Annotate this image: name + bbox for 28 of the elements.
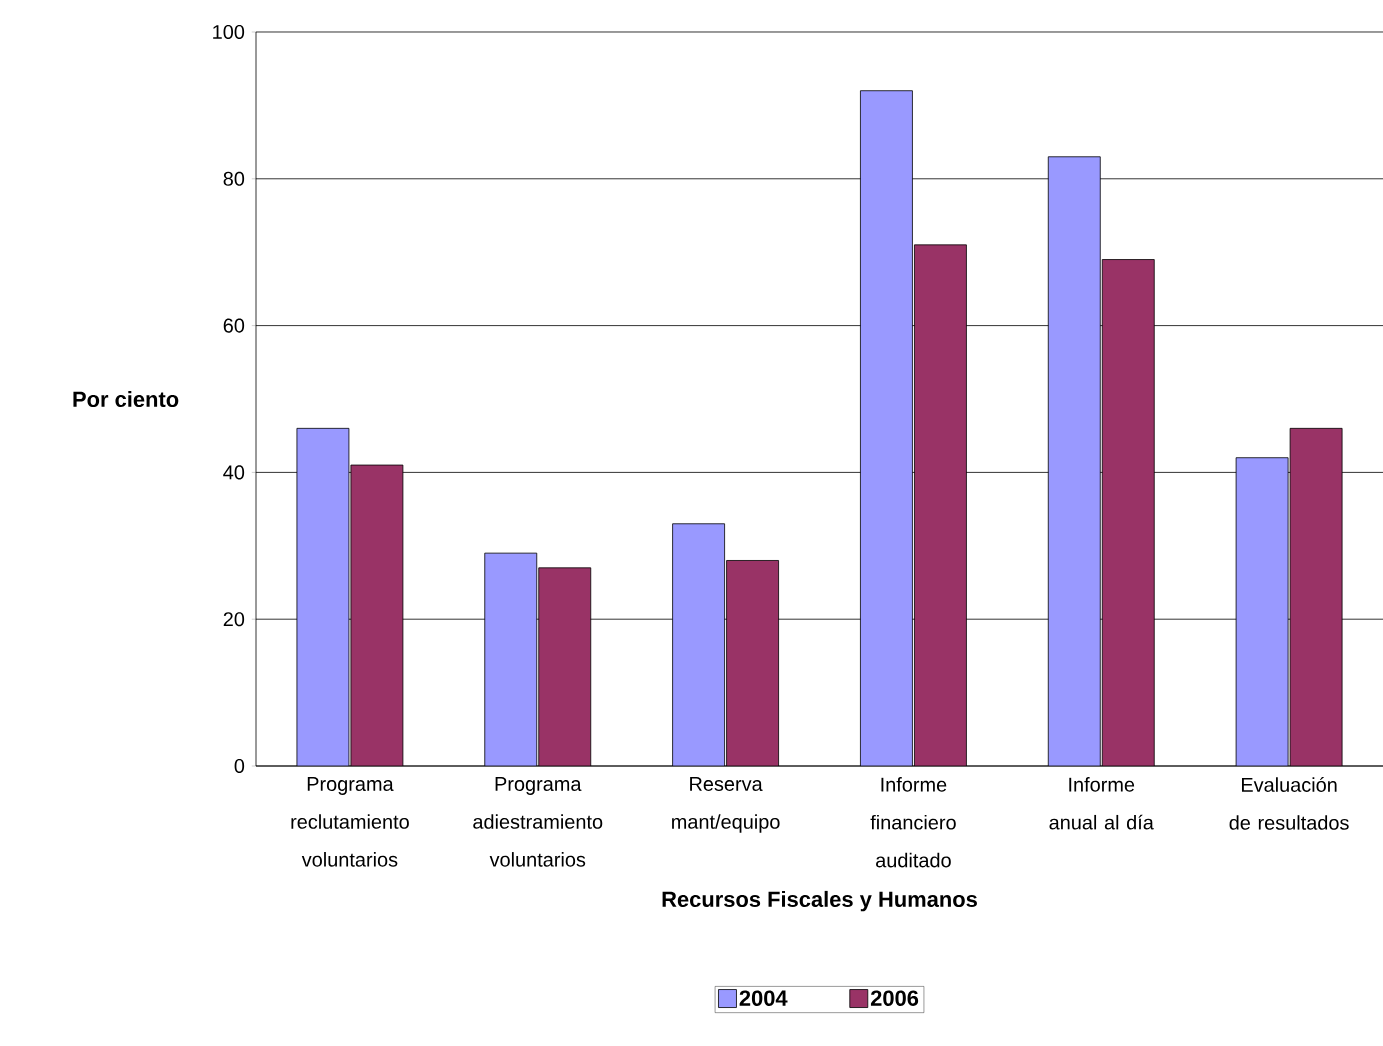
bar bbox=[538, 567, 592, 766]
bar bbox=[350, 464, 404, 766]
x-tick-label: Programa reclutamiento voluntarios bbox=[291, 777, 409, 867]
x-tick-label: Evaluación de resultados bbox=[1229, 777, 1349, 830]
x-tick-label: Informe financiero auditado bbox=[870, 777, 956, 868]
x-tick-label: Reserva mant/equipo bbox=[672, 777, 780, 833]
x-tick-label: Informe anual al día bbox=[1049, 777, 1154, 830]
y-tick-label: 0 bbox=[234, 758, 245, 774]
bar bbox=[860, 90, 913, 766]
bar bbox=[726, 560, 779, 766]
y-tick-label: 20 bbox=[223, 612, 245, 627]
legend-label: 2006 bbox=[870, 990, 919, 1006]
legend-label: 2004 bbox=[739, 990, 788, 1006]
bar bbox=[1289, 427, 1343, 766]
x-axis-title: Recursos Fiscales y Humanos bbox=[662, 890, 977, 912]
y-tick-label: 40 bbox=[223, 465, 245, 480]
y-tick-label: 60 bbox=[223, 318, 245, 333]
bar bbox=[672, 523, 725, 766]
bar bbox=[1101, 259, 1155, 766]
bar bbox=[484, 552, 538, 766]
x-tick-label: Programa adiestramiento voluntarios bbox=[473, 777, 603, 867]
y-tick-label: 80 bbox=[223, 171, 245, 186]
y-axis-title: Por ciento bbox=[73, 390, 179, 408]
y-tick-label: 100 bbox=[213, 24, 245, 40]
bar bbox=[296, 427, 350, 766]
bar bbox=[914, 244, 967, 766]
bar bbox=[1047, 156, 1101, 766]
bar bbox=[1235, 457, 1289, 766]
